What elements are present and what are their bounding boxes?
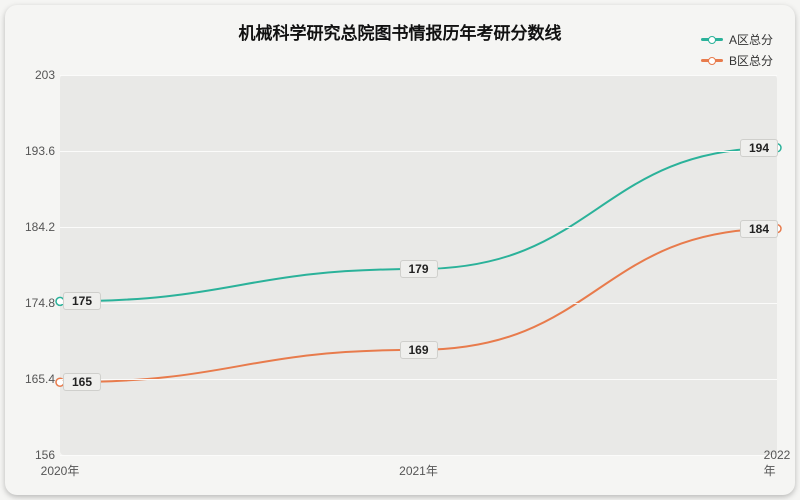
gridline [60, 227, 777, 228]
point-label: 194 [740, 139, 778, 157]
gridline [60, 303, 777, 304]
x-tick-label: 2022年 [764, 448, 791, 479]
gridline [60, 75, 777, 76]
legend-swatch-b [701, 59, 723, 62]
x-tick-label: 2021年 [399, 462, 438, 479]
legend-label-b: B区总分 [729, 52, 773, 69]
legend-item-a: A区总分 [701, 31, 773, 48]
point-label: 179 [399, 260, 437, 278]
point-label: 165 [63, 373, 101, 391]
y-tick-label: 203 [15, 68, 55, 82]
point-label: 175 [63, 292, 101, 310]
y-tick-label: 165.4 [15, 372, 55, 386]
chart-title: 机械科学研究总院图书情报历年考研分数线 [239, 19, 562, 44]
gridline [60, 455, 777, 456]
gridline [60, 379, 777, 380]
x-tick-label: 2020年 [41, 462, 80, 479]
y-tick-label: 193.6 [15, 144, 55, 158]
plot-area: 156165.4174.8184.2193.62032020年2021年2022… [60, 75, 777, 455]
legend-label-a: A区总分 [729, 31, 773, 48]
y-tick-label: 184.2 [15, 220, 55, 234]
legend-item-b: B区总分 [701, 52, 773, 69]
y-tick-label: 156 [15, 448, 55, 462]
legend: A区总分 B区总分 [701, 31, 773, 73]
gridline [60, 151, 777, 152]
chart-panel: 机械科学研究总院图书情报历年考研分数线 A区总分 B区总分 156165.417… [5, 5, 795, 495]
y-tick-label: 174.8 [15, 296, 55, 310]
series-line [60, 148, 777, 302]
point-label: 169 [399, 341, 437, 359]
legend-swatch-a [701, 38, 723, 41]
series-line [60, 229, 777, 383]
point-label: 184 [740, 220, 778, 238]
